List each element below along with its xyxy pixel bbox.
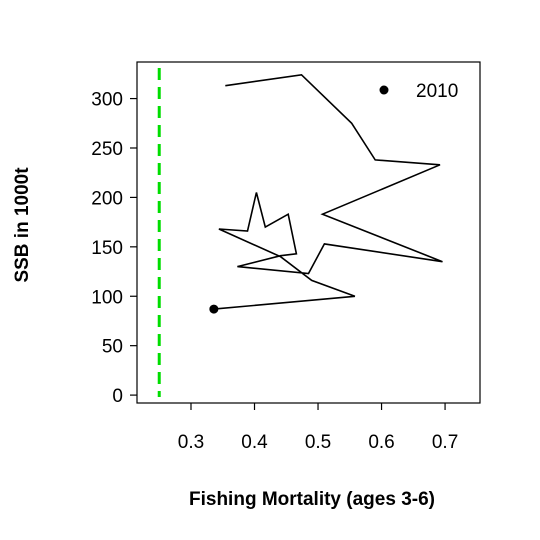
- legend-marker: [379, 85, 389, 95]
- y-axis-title: SSB in 1000t: [12, 167, 33, 283]
- x-axis-title: Fishing Mortality (ages 3-6): [189, 489, 435, 510]
- y-tick-label: 150: [91, 238, 123, 259]
- plot-frame: [136, 61, 481, 404]
- x-tick-label: 0.7: [432, 432, 458, 453]
- x-tick-label: 0.3: [178, 432, 204, 453]
- axes: 0 50 100 150 200 250 300 0.3 0.4 0.5 0.6 0.7: [91, 61, 481, 453]
- legend: 2010: [379, 81, 458, 102]
- end-point-marker: [209, 304, 219, 314]
- y-tick-label: 100: [91, 287, 123, 308]
- x-tick-label: 0.6: [368, 432, 394, 453]
- y-tick-label: 200: [91, 188, 123, 209]
- y-tick-label: 300: [91, 90, 123, 111]
- legend-label: 2010: [416, 81, 458, 102]
- y-tick-label: 250: [91, 139, 123, 160]
- y-tick-label: 50: [102, 337, 123, 358]
- x-tick-label: 0.5: [305, 432, 331, 453]
- x-tick-label: 0.4: [241, 432, 268, 453]
- y-tick-label: 0: [112, 386, 123, 407]
- series-line-0: [213, 73, 443, 310]
- plot-area: [157, 68, 443, 397]
